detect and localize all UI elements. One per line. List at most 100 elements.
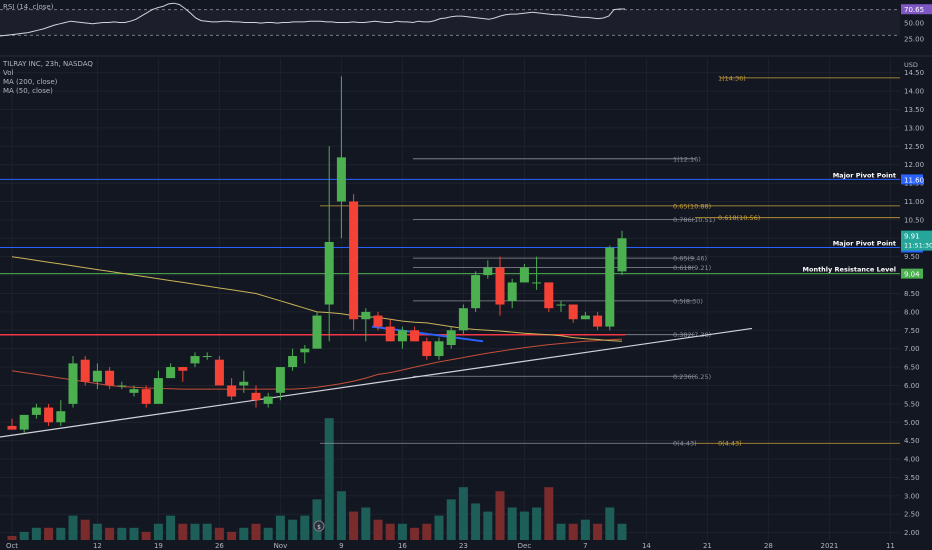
candle-body [202,356,212,358]
price-axis-tick: 12.00 [904,161,924,169]
candle-body [312,315,322,349]
candle-body [92,370,102,382]
candle-body [129,389,139,393]
vol-label: Vol [3,69,14,77]
volume-bar [458,487,468,540]
time-axis-tick: 19 [154,542,163,550]
volume-bar [507,507,517,540]
candle-body [507,282,517,301]
rsi-axis-tick: 50.00 [904,20,924,28]
volume-bar [7,535,17,540]
volume-bar [580,519,590,540]
volume-bar [190,523,200,540]
rsi-label: RSI (14, close) [3,3,54,11]
volume-bar [214,527,224,540]
candle-body [422,341,432,357]
volume-bar [397,523,407,540]
price-axis-bg [900,58,932,540]
volume-bar [117,527,127,540]
time-axis-tick: 28 [764,542,773,550]
fib-label: 0.5(8.30) [673,297,703,305]
candle-body [190,356,200,364]
volume-bar [556,523,566,540]
last-price-tag-bg [901,230,932,251]
time-axis-tick: 11 [886,542,895,550]
candle-body [166,367,176,379]
volume-bar [92,523,102,540]
volume-bar [324,418,334,540]
candle-body [153,378,163,404]
volume-bar [263,527,273,540]
fib-label: 0.236(6.25) [673,373,711,381]
volume-bar [519,511,529,540]
price-tag-bg [901,174,923,185]
volume-bar [361,507,371,540]
candle-body [239,381,249,386]
candle-body [593,315,603,327]
candle-body [68,363,78,404]
candle-body [397,330,407,342]
currency-label: USD [904,61,918,69]
price-axis-tick: 14.50 [904,69,924,77]
volume-bar [605,507,615,540]
volume-bar [434,515,444,540]
candle-body [544,282,554,309]
volume-bar [336,491,346,540]
price-axis-tick: 8.50 [904,290,920,298]
candle-body [373,315,383,327]
candle-body [434,341,444,357]
price-axis-tick: 5.50 [904,400,920,408]
rsi-axis-tick: 25.00 [904,36,924,44]
candle-body [275,367,285,393]
candle-body [471,275,481,309]
volume-bar [251,523,261,540]
price-axis-tick: 13.50 [904,106,924,114]
volume-bar [129,527,139,540]
price-axis-tick: 10.50 [904,216,924,224]
price-tag: 11.60 [904,176,924,184]
event-marker [313,520,325,532]
price-axis-tick: 8.00 [904,308,920,316]
candle-body [31,407,41,415]
volume-bar [105,527,115,540]
price-axis-tick: 14.00 [904,88,924,96]
volume-bar [153,523,163,540]
volume-bar [495,491,505,540]
volume-bar [68,515,78,540]
candle-body [519,267,529,283]
candle-body [410,330,420,342]
fib-label: 0.618(10.56) [718,214,760,222]
fib-label: 0.65(9.46) [673,255,707,263]
fib-label: 0.786(10.51) [673,216,715,224]
time-axis-tick: 23 [459,542,468,550]
price-axis-tick: 2.00 [904,529,920,537]
volume-bar [532,507,542,540]
last-price-tag: 9.91 [904,233,920,241]
symbol-title: TILRAY INC, 23h, NASDAQ [3,60,93,68]
time-axis-tick: 26 [215,542,224,550]
candle-body [336,157,346,202]
price-axis-tick: 4.50 [904,437,920,445]
time-axis-tick: 16 [398,542,407,550]
fib-label: 0.618(9.21) [673,264,711,272]
volume-bar [227,531,237,540]
volume-bar [422,523,432,540]
volume-bar [178,523,188,540]
volume-bar [385,523,395,540]
time-axis-tick: 9 [339,542,343,550]
price-axis-tick: 2.50 [904,511,920,519]
chart-legend: TILRAY INC, 23h, NASDAQ Vol MA (200, clo… [3,60,93,96]
price-axis-tick: 5.00 [904,419,920,427]
key-level-label: Monthly Resistance Level [803,266,896,274]
candle-body [178,367,188,371]
ma200-label: MA (200, close) [3,78,58,86]
price-axis-tick: 6.00 [904,382,920,390]
fib-label: 0.65(10.88) [673,202,711,210]
rsi-band [0,9,900,36]
candle-body [324,241,334,305]
rsi-legend: RSI (14, close) [3,3,53,12]
candle-body [300,348,310,353]
candle-body [19,414,29,430]
price-axis-tick: 4.00 [904,456,920,464]
